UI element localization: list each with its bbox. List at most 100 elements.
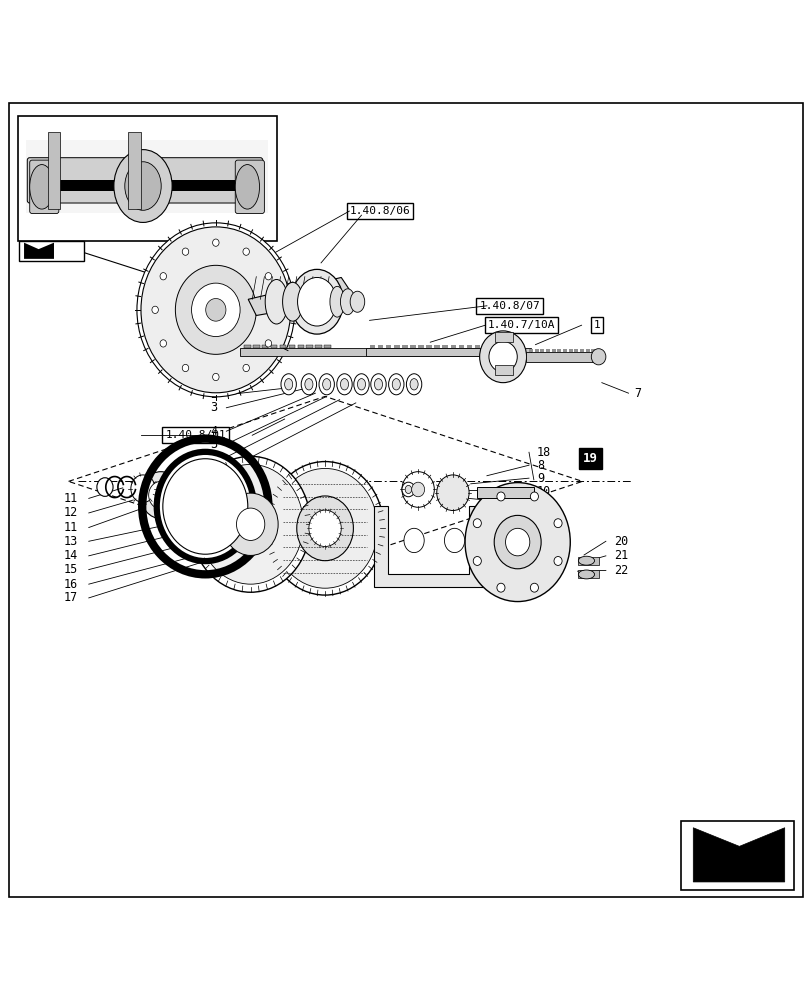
Text: 14: 14 bbox=[63, 549, 78, 562]
Ellipse shape bbox=[297, 277, 336, 326]
Ellipse shape bbox=[488, 341, 517, 372]
Ellipse shape bbox=[337, 374, 352, 395]
Ellipse shape bbox=[265, 273, 272, 280]
Ellipse shape bbox=[125, 162, 161, 210]
Ellipse shape bbox=[223, 493, 278, 555]
Text: 3: 3 bbox=[210, 438, 217, 451]
Polygon shape bbox=[373, 506, 485, 587]
Bar bbox=[528, 349, 532, 352]
Text: 3: 3 bbox=[210, 401, 217, 414]
Polygon shape bbox=[248, 277, 349, 315]
Bar bbox=[458, 345, 464, 348]
Ellipse shape bbox=[340, 379, 348, 390]
Ellipse shape bbox=[265, 340, 272, 347]
Ellipse shape bbox=[281, 374, 296, 395]
Text: 4: 4 bbox=[210, 425, 217, 438]
Ellipse shape bbox=[405, 485, 411, 494]
Text: 15: 15 bbox=[63, 563, 78, 576]
Ellipse shape bbox=[242, 248, 249, 255]
Ellipse shape bbox=[406, 374, 421, 395]
Ellipse shape bbox=[401, 472, 434, 507]
Bar bbox=[556, 349, 560, 352]
Ellipse shape bbox=[329, 286, 344, 317]
Ellipse shape bbox=[301, 374, 316, 395]
Text: 13: 13 bbox=[63, 535, 78, 548]
Text: 11: 11 bbox=[63, 521, 78, 534]
Polygon shape bbox=[365, 348, 487, 356]
Bar bbox=[495, 365, 513, 375]
Polygon shape bbox=[24, 243, 54, 259]
Bar bbox=[562, 349, 566, 352]
Text: 1.40.7/10A: 1.40.7/10A bbox=[487, 320, 555, 330]
Bar bbox=[288, 345, 294, 348]
Ellipse shape bbox=[152, 306, 158, 313]
FancyBboxPatch shape bbox=[28, 158, 263, 203]
Ellipse shape bbox=[473, 557, 481, 565]
Text: 1: 1 bbox=[593, 320, 599, 330]
Ellipse shape bbox=[212, 373, 219, 381]
Bar bbox=[128, 132, 141, 209]
Ellipse shape bbox=[411, 482, 424, 497]
Bar bbox=[442, 345, 448, 348]
Ellipse shape bbox=[479, 331, 526, 383]
Ellipse shape bbox=[182, 248, 188, 255]
Text: 17: 17 bbox=[63, 591, 78, 604]
Ellipse shape bbox=[97, 478, 113, 496]
Text: 5: 5 bbox=[210, 451, 217, 464]
Bar bbox=[369, 345, 375, 348]
Bar bbox=[19, 241, 84, 261]
Ellipse shape bbox=[496, 492, 504, 501]
Ellipse shape bbox=[157, 452, 254, 561]
Bar bbox=[466, 345, 472, 348]
Text: 22: 22 bbox=[613, 564, 628, 577]
Bar bbox=[568, 349, 572, 352]
Text: 20: 20 bbox=[613, 535, 628, 548]
Bar bbox=[680, 821, 793, 890]
Bar bbox=[577, 570, 598, 578]
Text: 1.40.8/06: 1.40.8/06 bbox=[350, 206, 410, 216]
Ellipse shape bbox=[304, 379, 312, 390]
Bar bbox=[426, 345, 431, 348]
Bar bbox=[240, 348, 530, 356]
Polygon shape bbox=[693, 828, 783, 882]
Bar bbox=[393, 345, 399, 348]
Ellipse shape bbox=[282, 282, 303, 321]
Ellipse shape bbox=[577, 570, 594, 579]
Text: 21: 21 bbox=[613, 549, 628, 562]
Bar bbox=[573, 349, 577, 352]
Ellipse shape bbox=[577, 556, 594, 565]
Text: 1.40.8/07: 1.40.8/07 bbox=[478, 301, 539, 311]
Ellipse shape bbox=[235, 165, 260, 209]
Ellipse shape bbox=[191, 283, 240, 337]
Bar bbox=[26, 140, 268, 213]
Bar bbox=[590, 349, 594, 352]
Ellipse shape bbox=[494, 515, 540, 569]
Ellipse shape bbox=[505, 528, 529, 556]
Bar bbox=[534, 349, 538, 352]
Ellipse shape bbox=[371, 374, 386, 395]
Bar bbox=[539, 349, 543, 352]
Ellipse shape bbox=[296, 496, 353, 561]
Ellipse shape bbox=[530, 492, 538, 501]
Bar bbox=[577, 557, 598, 565]
Bar bbox=[551, 349, 555, 352]
Ellipse shape bbox=[530, 583, 538, 592]
Ellipse shape bbox=[465, 483, 569, 602]
Ellipse shape bbox=[436, 475, 469, 511]
Ellipse shape bbox=[273, 306, 280, 313]
Ellipse shape bbox=[410, 379, 418, 390]
Ellipse shape bbox=[160, 273, 166, 280]
Bar bbox=[525, 352, 598, 362]
Ellipse shape bbox=[141, 227, 290, 393]
Bar bbox=[297, 345, 303, 348]
Ellipse shape bbox=[354, 374, 369, 395]
Bar bbox=[377, 345, 383, 348]
Bar bbox=[401, 345, 407, 348]
Text: 12: 12 bbox=[63, 506, 78, 519]
Ellipse shape bbox=[148, 481, 173, 509]
Ellipse shape bbox=[140, 472, 181, 519]
FancyBboxPatch shape bbox=[30, 160, 58, 214]
Bar bbox=[244, 345, 251, 348]
Ellipse shape bbox=[404, 528, 423, 553]
Ellipse shape bbox=[191, 456, 310, 592]
